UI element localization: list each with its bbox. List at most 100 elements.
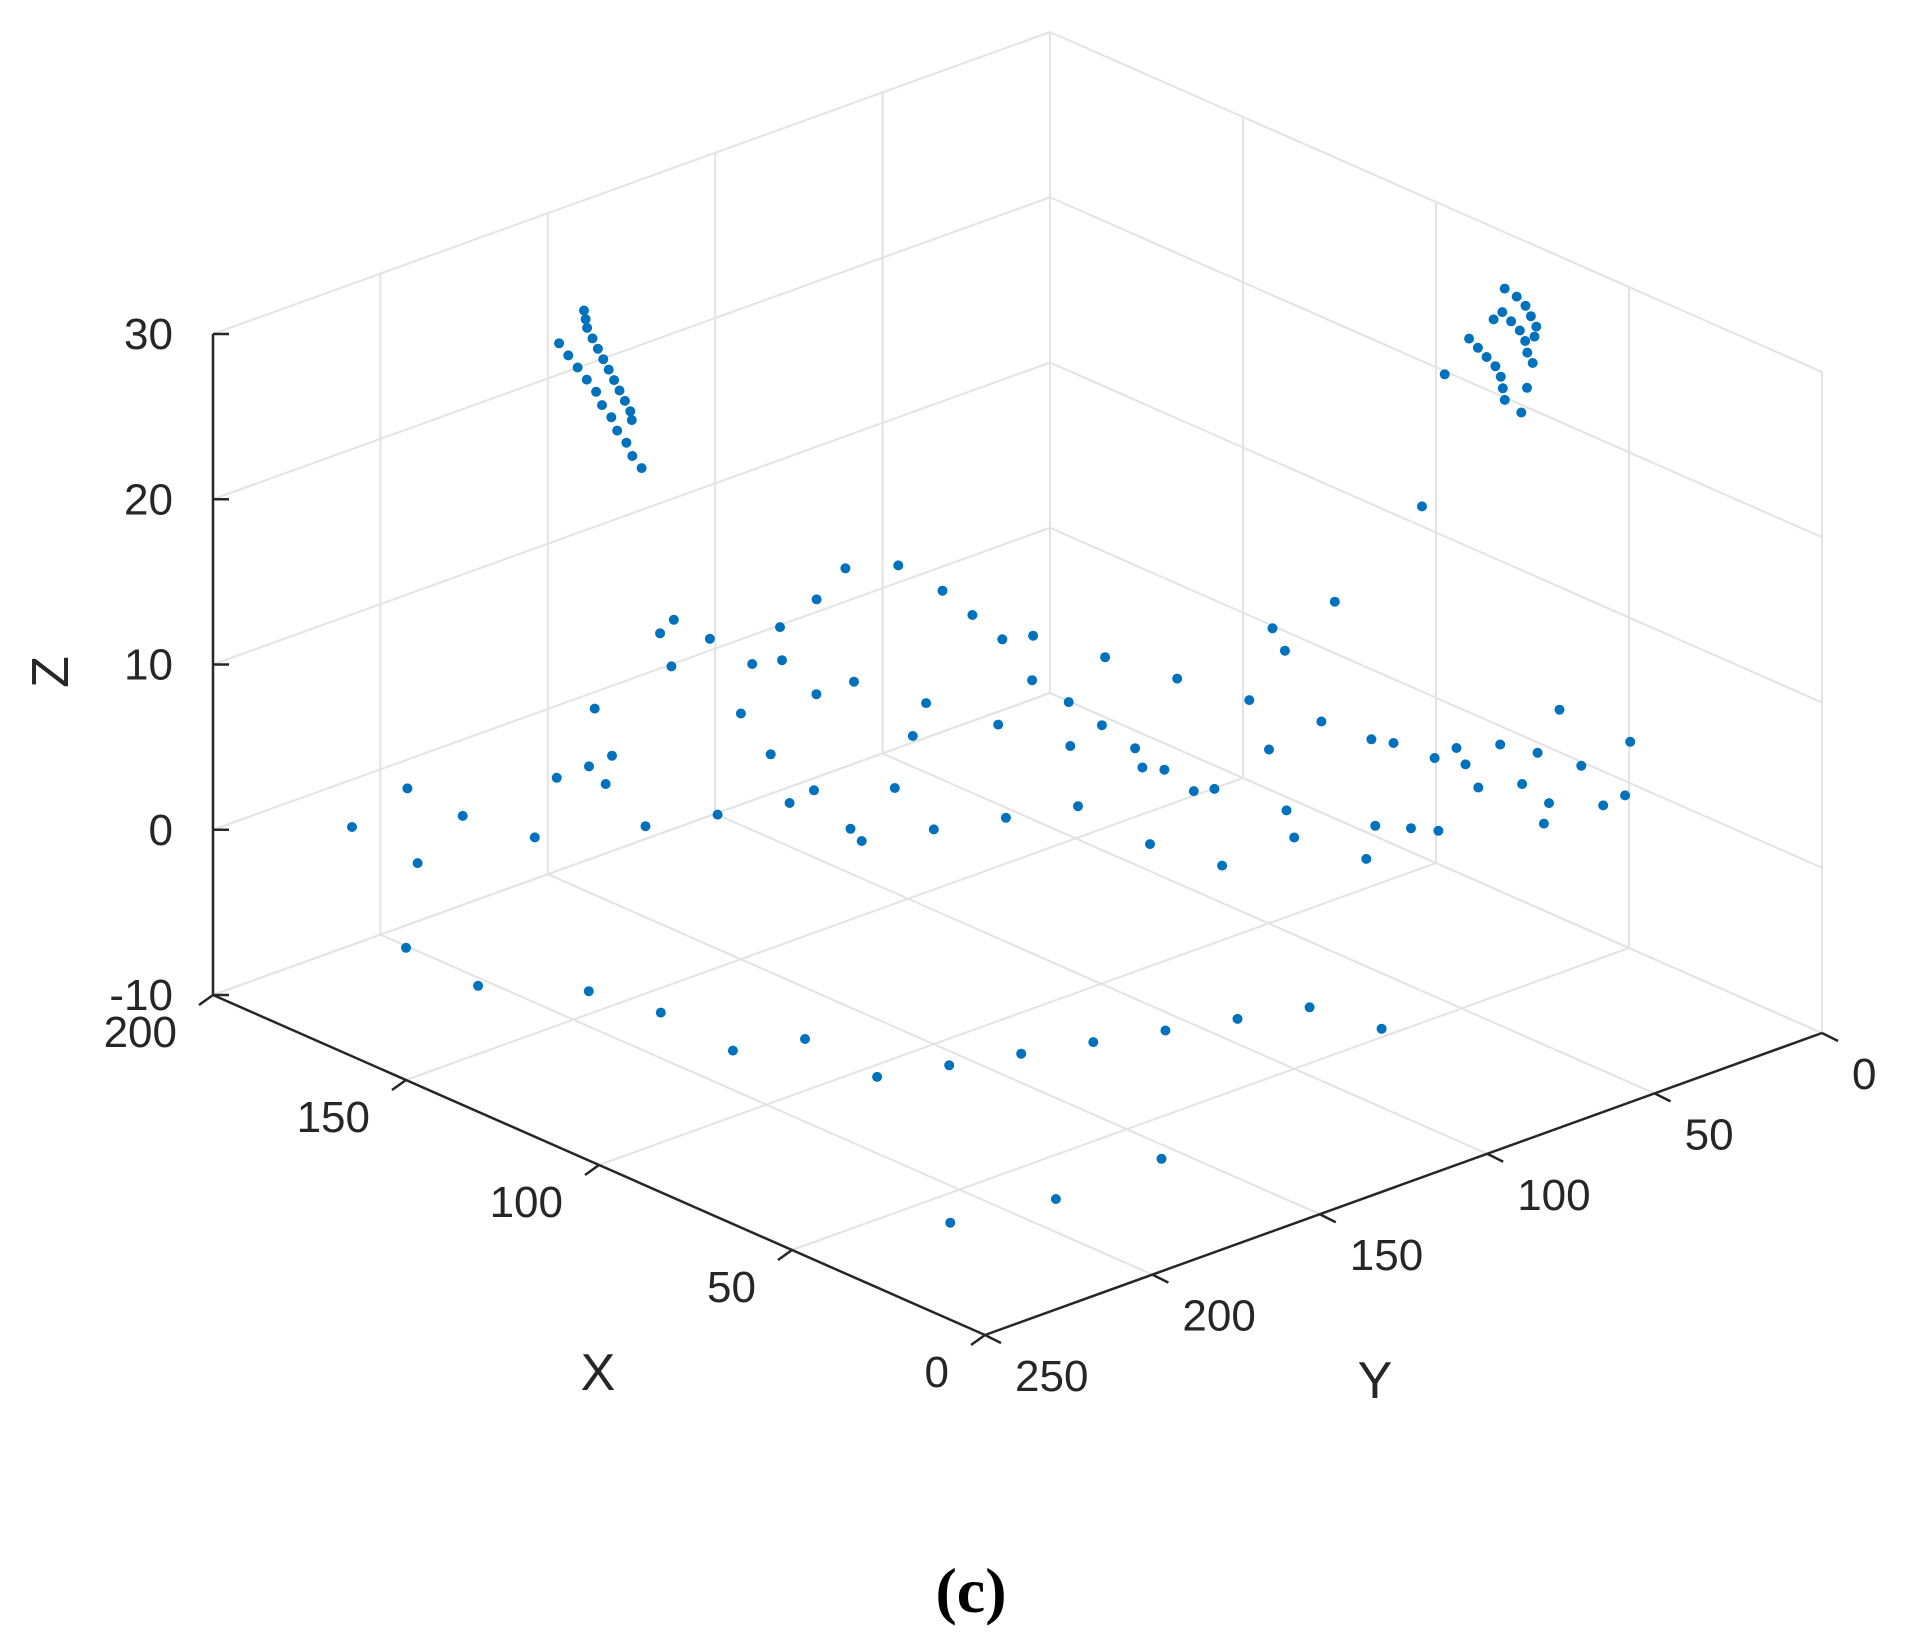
z-axis-label: Z: [22, 656, 80, 688]
data-point: [1625, 736, 1636, 747]
data-point: [921, 698, 932, 709]
data-point: [1188, 786, 1199, 797]
data-point: [579, 305, 589, 316]
floor-grid-line: [714, 812, 1488, 1155]
data-point: [1460, 759, 1471, 770]
z-tick-label: 30: [124, 310, 173, 359]
data-point: [1370, 820, 1381, 831]
x-tick-label: 0: [925, 1348, 949, 1397]
data-point: [621, 437, 632, 448]
data-point: [1520, 336, 1531, 346]
data-point: [840, 563, 851, 574]
floor-grid-line: [379, 933, 1153, 1276]
data-point: [872, 1071, 883, 1082]
z-tick-label: 10: [124, 641, 173, 690]
data-point: [1598, 800, 1609, 811]
data-point: [893, 560, 904, 571]
z-tick-label: 20: [124, 475, 173, 524]
floor-grid-line: [547, 873, 1321, 1216]
data-point: [849, 676, 859, 687]
data-point: [666, 661, 677, 672]
data-point: [1497, 383, 1508, 394]
data-point: [1499, 283, 1510, 294]
data-point: [655, 1007, 666, 1018]
z-tick-label: -10: [109, 971, 173, 1020]
data-point: [1529, 331, 1540, 342]
data-point: [1495, 739, 1506, 750]
data-point: [727, 1045, 738, 1056]
wall-grid-line: [212, 196, 1051, 501]
floor-grid-line: [598, 862, 1437, 1166]
data-point: [607, 750, 617, 761]
floor-grid-line: [405, 777, 1244, 1081]
y-axis-label: Y: [1358, 1352, 1393, 1410]
x-tick-mark: [391, 1078, 407, 1092]
data-point: [1497, 307, 1508, 318]
data-point: [889, 783, 900, 793]
data-point: [583, 986, 594, 997]
data-point: [551, 772, 562, 783]
data-point: [1488, 314, 1499, 325]
data-points: [347, 283, 1636, 1228]
data-point: [592, 343, 603, 354]
data-point: [811, 594, 822, 605]
data-point: [993, 719, 1004, 730]
x-tick-mark: [970, 1333, 986, 1347]
data-point: [1361, 853, 1372, 864]
data-point: [598, 354, 609, 365]
data-point: [626, 415, 637, 426]
data-point: [777, 655, 787, 666]
data-point: [1499, 394, 1510, 405]
wall-grid-line: [212, 692, 1051, 996]
y-tick-label: 150: [1350, 1231, 1423, 1280]
data-point: [1620, 790, 1631, 801]
data-point: [1388, 738, 1399, 748]
data-point: [1514, 325, 1525, 336]
data-point: [1232, 1013, 1243, 1024]
data-point: [1525, 311, 1536, 322]
data-point: [735, 708, 746, 719]
data-point: [603, 364, 614, 375]
data-point: [1063, 697, 1074, 708]
data-point: [1130, 743, 1141, 754]
data-point: [775, 622, 785, 633]
x-tick-label: 50: [707, 1263, 756, 1312]
figure-caption: (c): [935, 1555, 1006, 1626]
data-point: [554, 338, 565, 349]
x-tick-mark: [198, 993, 214, 1007]
data-point: [1159, 764, 1170, 775]
data-point: [967, 610, 978, 620]
data-point: [614, 385, 625, 396]
data-point: [1073, 801, 1083, 812]
data-point: [1576, 760, 1587, 771]
data-point: [1531, 321, 1542, 332]
data-point: [811, 689, 822, 700]
z-tick-label: 0: [149, 806, 173, 855]
data-point: [1376, 1023, 1387, 1034]
data-point: [712, 809, 723, 820]
tick-labels: 0 50 100 150 200 0 50 100 150 200 250 -10 0 10 20 30: [104, 310, 1877, 1401]
data-point: [529, 832, 540, 843]
x-tick-label: 150: [297, 1093, 370, 1142]
data-point: [625, 406, 636, 417]
data-point: [589, 703, 600, 714]
data-point: [1538, 818, 1549, 829]
data-point: [1267, 623, 1278, 634]
y-tick-mark: [1486, 1152, 1504, 1163]
x-tick-label: 200: [104, 1008, 177, 1057]
data-point: [1511, 291, 1522, 302]
data-point: [1522, 347, 1533, 358]
x-tick-mark: [584, 1163, 600, 1177]
y-tick-label: 0: [1852, 1050, 1876, 1099]
data-point: [1172, 673, 1183, 684]
data-point: [1495, 371, 1506, 382]
floor-grid-line: [791, 947, 1630, 1251]
data-point: [1366, 734, 1377, 745]
data-point: [1490, 361, 1501, 372]
data-point: [704, 633, 715, 644]
data-point: [1316, 716, 1327, 727]
y-tick-mark: [1654, 1092, 1672, 1103]
data-point: [1406, 823, 1416, 834]
data-point: [1329, 596, 1340, 607]
data-point: [944, 1060, 955, 1071]
